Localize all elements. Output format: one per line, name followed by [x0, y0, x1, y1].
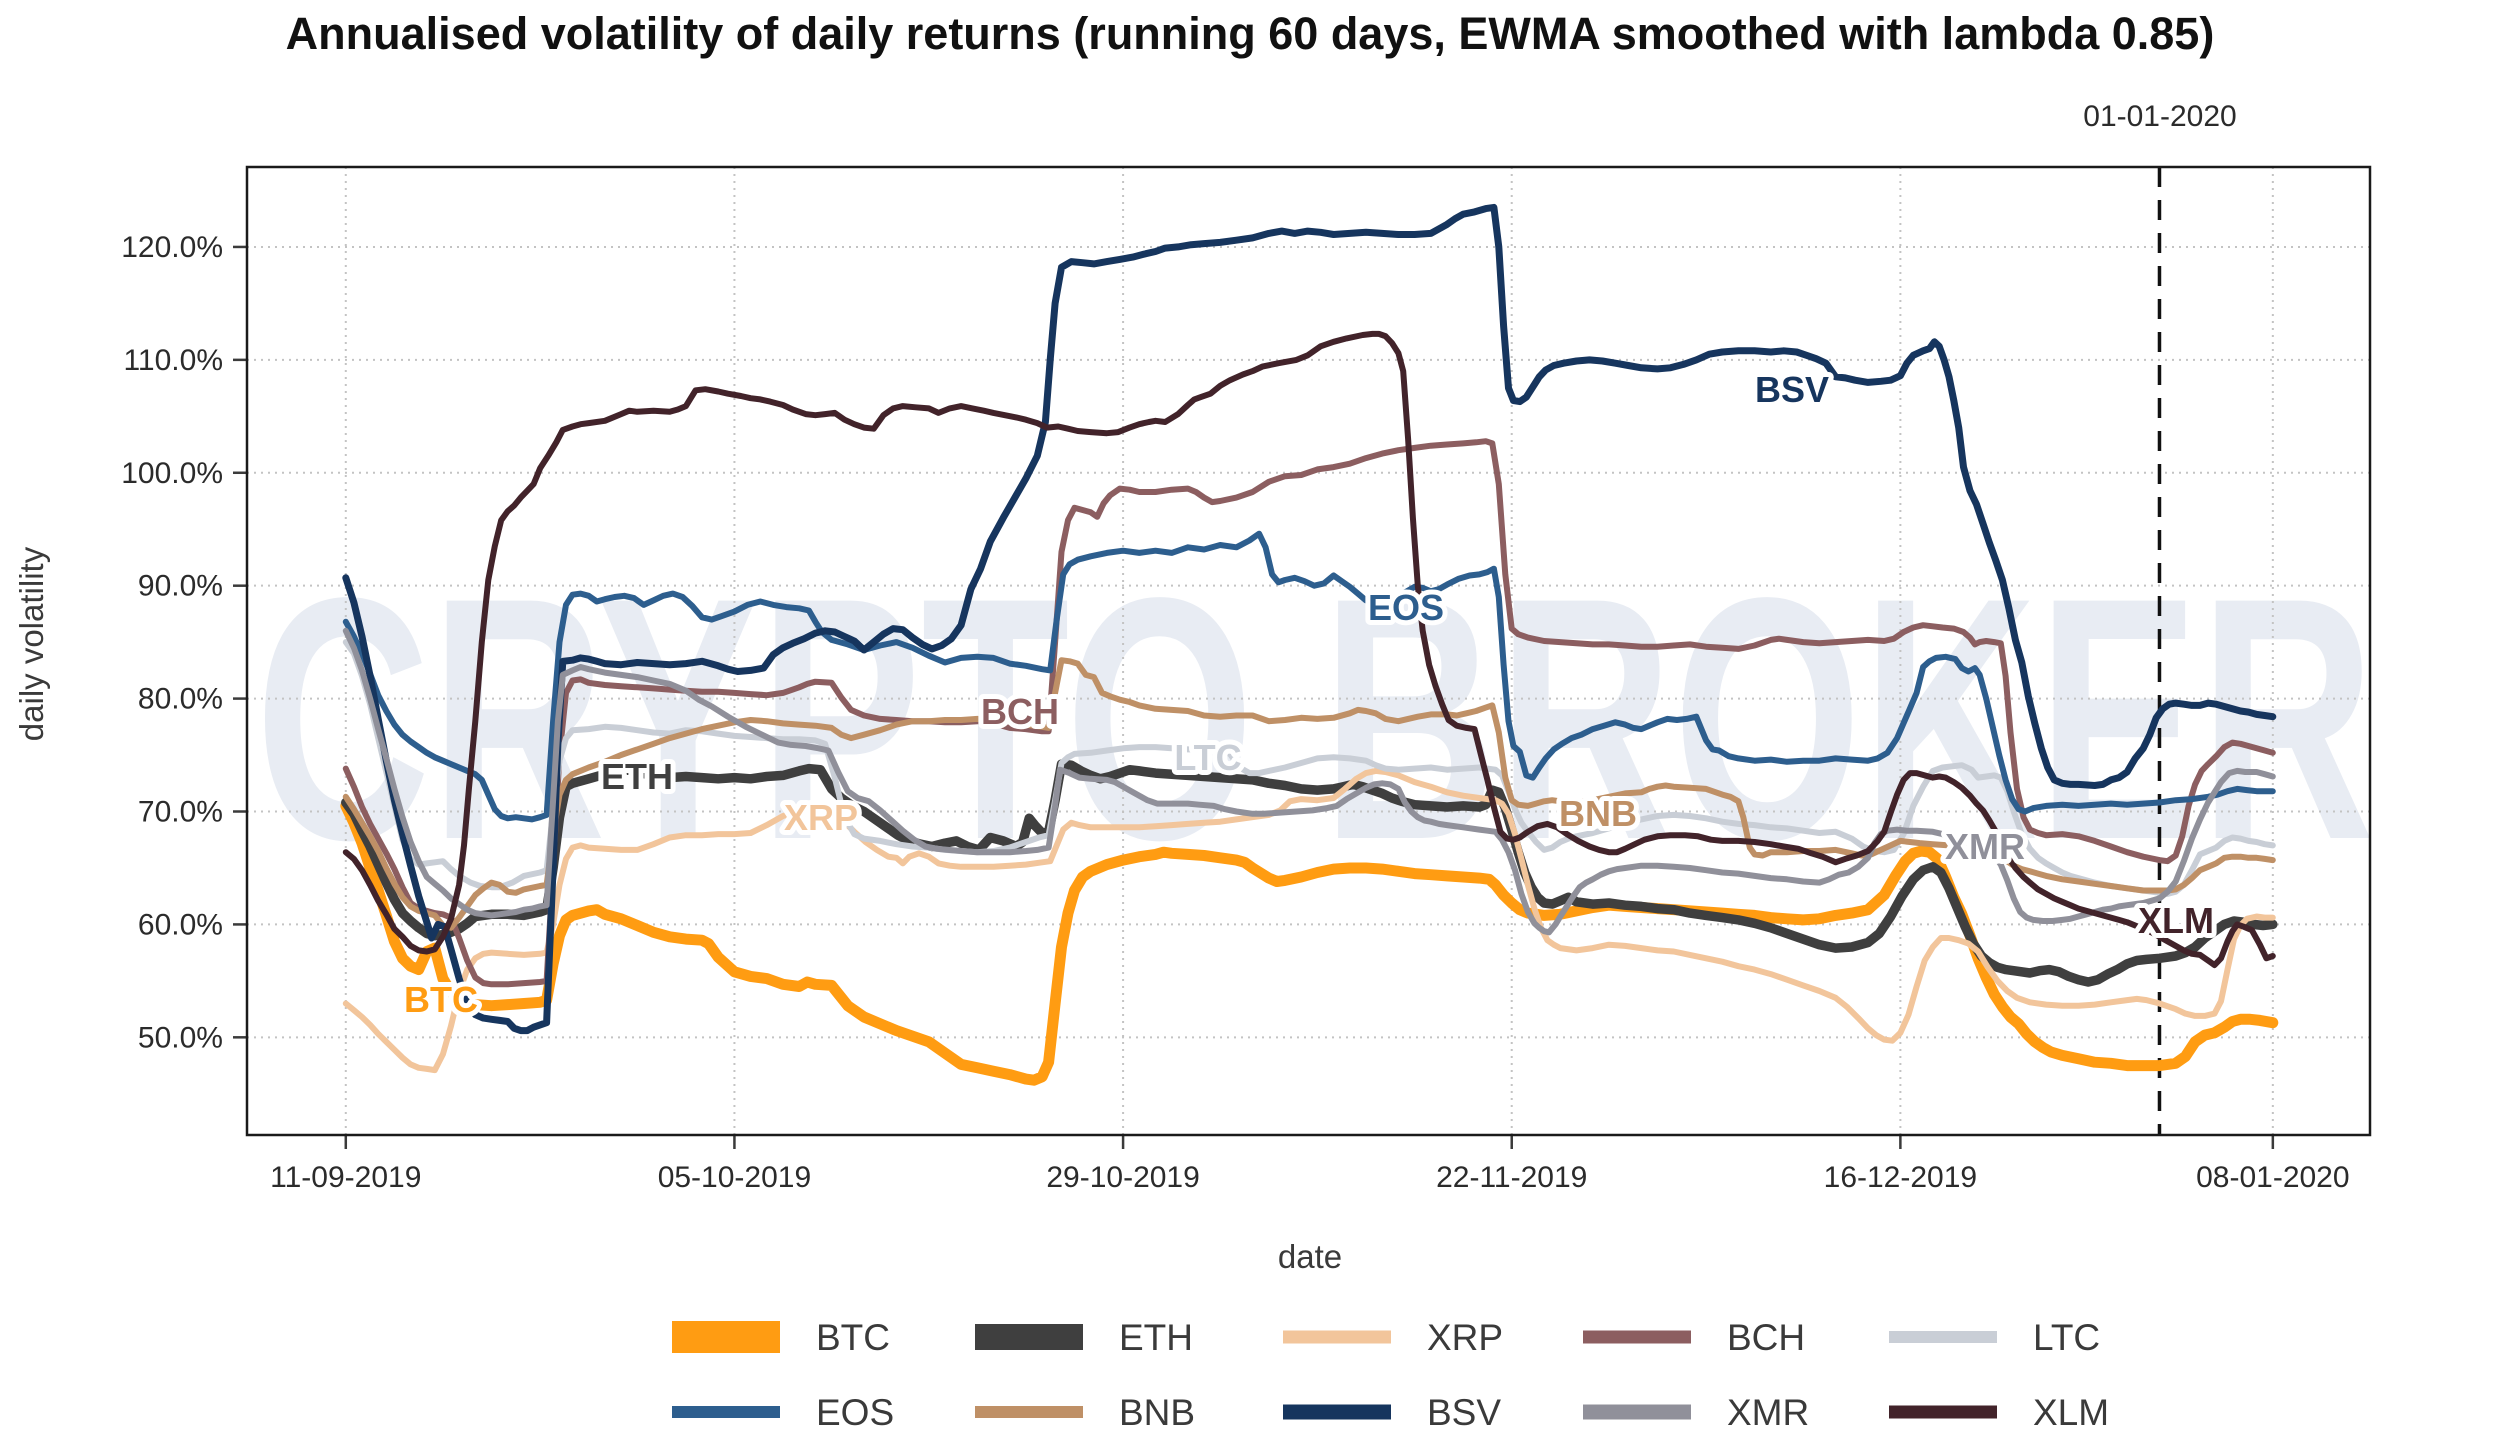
- legend-swatch-BTC: [672, 1321, 780, 1353]
- x-tick-label: 16-12-2019: [1824, 1161, 1977, 1194]
- series-label-BNB: BNB: [1559, 793, 1637, 834]
- y-tick-label: 90.0%: [138, 570, 223, 603]
- series-label-ETH: ETH: [601, 756, 673, 797]
- series-line-BCH: [342, 438, 2276, 988]
- event-date-label: 01-01-2020: [2083, 100, 2237, 133]
- series-line-BNB: [342, 657, 2276, 931]
- legend-swatch-BNB: [975, 1406, 1083, 1418]
- series-label-XLM: XLM: [2138, 900, 2214, 941]
- series-line-BSV: [342, 203, 2277, 1035]
- y-tick-label: 80.0%: [138, 683, 223, 716]
- series-line-EOS: [342, 530, 2276, 823]
- legend-swatch-XMR: [1583, 1404, 1691, 1420]
- legend-label-XMR: XMR: [1727, 1392, 1809, 1433]
- legend-label-ETH: ETH: [1119, 1317, 1193, 1358]
- legend-swatch-BCH: [1583, 1330, 1691, 1344]
- plot-border: [245, 165, 2372, 1137]
- x-tick-label: 05-10-2019: [658, 1161, 811, 1194]
- series-label-EOS: EOS: [1368, 587, 1444, 628]
- series-label-XMR: XMR: [1945, 826, 2025, 867]
- legend-swatch-EOS: [672, 1406, 780, 1418]
- legend-label-BSV: BSV: [1427, 1392, 1501, 1433]
- x-tick-label: 11-09-2019: [270, 1161, 421, 1194]
- series-line-BTC: [340, 800, 2279, 1086]
- x-tick-label: 29-10-2019: [1046, 1161, 1199, 1194]
- series-label-LTC: LTC: [1174, 737, 1241, 778]
- y-tick-label: 70.0%: [138, 796, 223, 829]
- y-tick-label: 50.0%: [138, 1021, 223, 1054]
- y-tick-label: 120.0%: [121, 231, 223, 264]
- legend-label-BCH: BCH: [1727, 1317, 1805, 1358]
- legend-label-BTC: BTC: [816, 1317, 890, 1358]
- legend-swatch-XLM: [1889, 1405, 1997, 1419]
- x-tick-label: 08-01-2020: [2196, 1161, 2349, 1194]
- legend-label-EOS: EOS: [816, 1392, 894, 1433]
- y-tick-label: 100.0%: [121, 457, 223, 490]
- y-tick-label: 60.0%: [138, 908, 223, 941]
- legend-label-BNB: BNB: [1119, 1392, 1195, 1433]
- legend-swatch-XRP: [1283, 1330, 1391, 1344]
- series-label-BTC: BTC: [404, 979, 478, 1020]
- series-line-XMR: [342, 627, 2276, 936]
- chart-title: Annualised volatility of daily returns (…: [285, 8, 2215, 59]
- series-label-BSV: BSV: [1755, 369, 1829, 410]
- legend-swatch-ETH: [975, 1324, 1083, 1350]
- series-line-XRP: [342, 767, 2276, 1074]
- x-tick-label: 22-11-2019: [1436, 1161, 1587, 1194]
- legend-label-LTC: LTC: [2033, 1317, 2100, 1358]
- legend-label-XLM: XLM: [2033, 1392, 2109, 1433]
- y-tick-label: 110.0%: [123, 344, 223, 377]
- series-label-BCH: BCH: [981, 691, 1059, 732]
- series-label-XRP: XRP: [784, 797, 858, 838]
- series-line-XLM: [342, 330, 2276, 969]
- legend-label-XRP: XRP: [1427, 1317, 1503, 1358]
- x-axis-title: date: [1277, 1238, 1343, 1275]
- legend-swatch-LTC: [1889, 1331, 1997, 1343]
- legend-swatch-BSV: [1283, 1404, 1391, 1420]
